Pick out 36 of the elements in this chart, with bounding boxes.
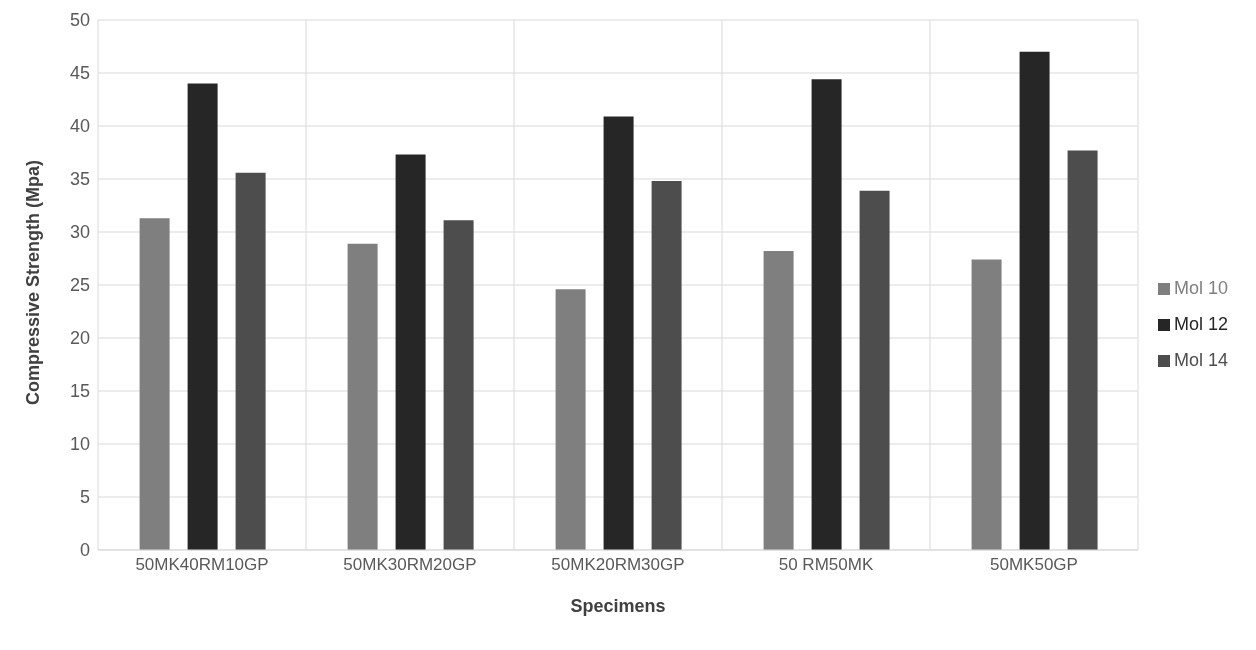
y-tick-label: 35 [69,169,90,190]
bar [187,83,218,550]
legend-label: Mol 12 [1173,314,1228,334]
x-tick-label: 50MK30RM20GP [343,555,477,575]
y-tick-label: 40 [69,116,90,137]
bar [971,259,1002,550]
x-tick-label: 50MK50GP [990,555,1078,575]
y-tick-label: 0 [79,540,90,561]
bar [347,243,378,550]
y-tick-label: 20 [69,328,90,349]
x-tick-label: 50MK40RM10GP [135,555,269,575]
bar [1067,150,1098,550]
bar [1019,51,1050,550]
y-tick-label: 15 [69,381,90,402]
y-axis-title: Compressive Strength (Mpa) [23,159,44,405]
bar [859,190,890,550]
bar [395,154,426,550]
legend-label: Mol 10 [1173,278,1228,298]
bar [763,251,794,550]
bar [235,172,266,550]
bar [651,181,682,550]
y-tick-label: 45 [69,63,90,84]
bar [139,218,170,550]
y-tick-label: 30 [69,222,90,243]
x-axis-title: Specimens [570,596,666,616]
bar [603,116,634,550]
y-tick-label: 25 [69,275,90,296]
bar [443,220,474,550]
y-tick-label: 5 [79,487,90,508]
y-tick-label: 10 [69,434,90,455]
bar [811,79,842,550]
y-tick-label: 50 [69,10,90,31]
x-tick-label: 50MK20RM30GP [551,555,685,575]
legend-label: Mol 14 [1173,350,1228,370]
bar [555,289,586,550]
x-tick-label: 50 RM50MK [778,555,874,575]
